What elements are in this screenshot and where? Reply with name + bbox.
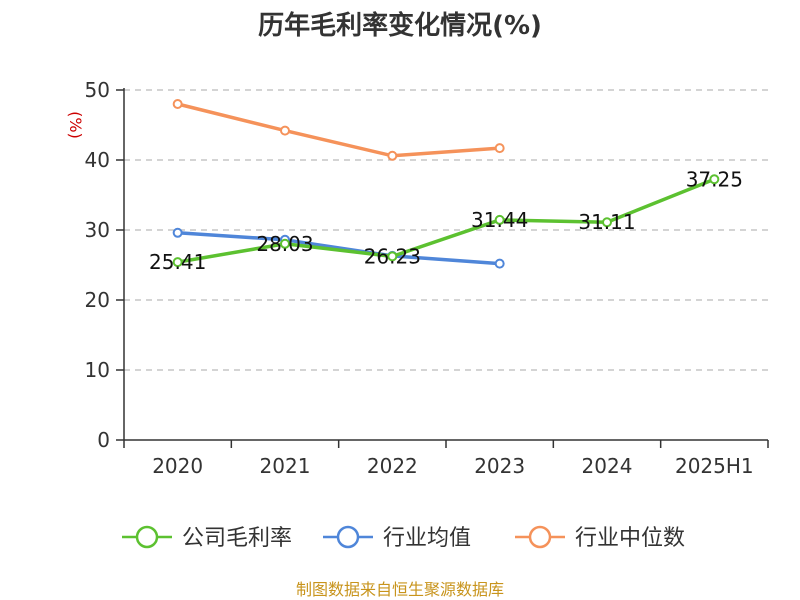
x-tick-label: 2020 <box>152 454 203 478</box>
data-labels: 25.41 28.03 26.23 31.44 31.11 37.25 <box>149 167 743 274</box>
series-layer <box>172 99 720 269</box>
x-tick-label: 2021 <box>260 454 311 478</box>
legend: 公司毛利率 行业均值 行业中位数 <box>122 525 685 551</box>
legend-item: 公司毛利率 <box>122 525 292 551</box>
legend-label: 行业均值 <box>383 526 471 551</box>
series-line <box>177 177 715 264</box>
data-point <box>172 99 183 109</box>
legend-marker <box>528 525 552 549</box>
legend-marker <box>135 525 159 549</box>
data-point <box>494 214 505 225</box>
x-tick-label: 2022 <box>367 454 418 478</box>
data-point <box>280 238 290 249</box>
y-tick-label: 50 <box>85 78 110 102</box>
data-point <box>602 217 612 228</box>
legend-item: 行业均值 <box>323 525 471 551</box>
series-0 <box>172 174 720 268</box>
data-point <box>172 227 183 238</box>
source-note: 制图数据来自恒生聚源数据库 <box>296 580 504 599</box>
data-point <box>387 150 398 161</box>
y-axis-unit: (%) <box>66 111 85 139</box>
x-tick-label: 2023 <box>474 454 525 478</box>
data-point <box>709 174 720 185</box>
y-tick-label: 30 <box>85 218 110 242</box>
legend-marker <box>336 525 360 549</box>
chart-title: 历年毛利率变化情况(%) <box>258 10 542 41</box>
data-label: 31.11 <box>578 210 635 234</box>
data-label: 37.25 <box>686 167 743 191</box>
data-point <box>494 143 505 154</box>
legend-item: 行业中位数 <box>515 525 685 551</box>
series-line <box>177 231 500 266</box>
x-tick-label: 2024 <box>582 454 633 478</box>
data-label: 28.03 <box>256 232 313 256</box>
y-tick-label: 40 <box>85 148 110 172</box>
data-label: 31.44 <box>471 208 528 232</box>
legend-label: 公司毛利率 <box>182 526 292 551</box>
data-point <box>280 125 290 136</box>
y-tick-label: 10 <box>85 358 110 382</box>
data-label: 26.23 <box>364 244 421 268</box>
axes: 0 10 20 30 40 50 2020 2021 2022 2023 2024 2025H1 <box>85 78 769 478</box>
data-point <box>387 251 398 262</box>
data-label: 25.41 <box>149 250 206 274</box>
series-2 <box>172 99 505 161</box>
x-tick-label: 2025H1 <box>675 454 754 478</box>
data-point <box>172 257 183 268</box>
grid-lines <box>124 89 768 371</box>
y-tick-label: 0 <box>97 428 110 452</box>
y-tick-label: 20 <box>85 288 110 312</box>
legend-label: 行业中位数 <box>575 526 685 551</box>
series-line <box>177 102 500 158</box>
data-point <box>494 258 505 269</box>
